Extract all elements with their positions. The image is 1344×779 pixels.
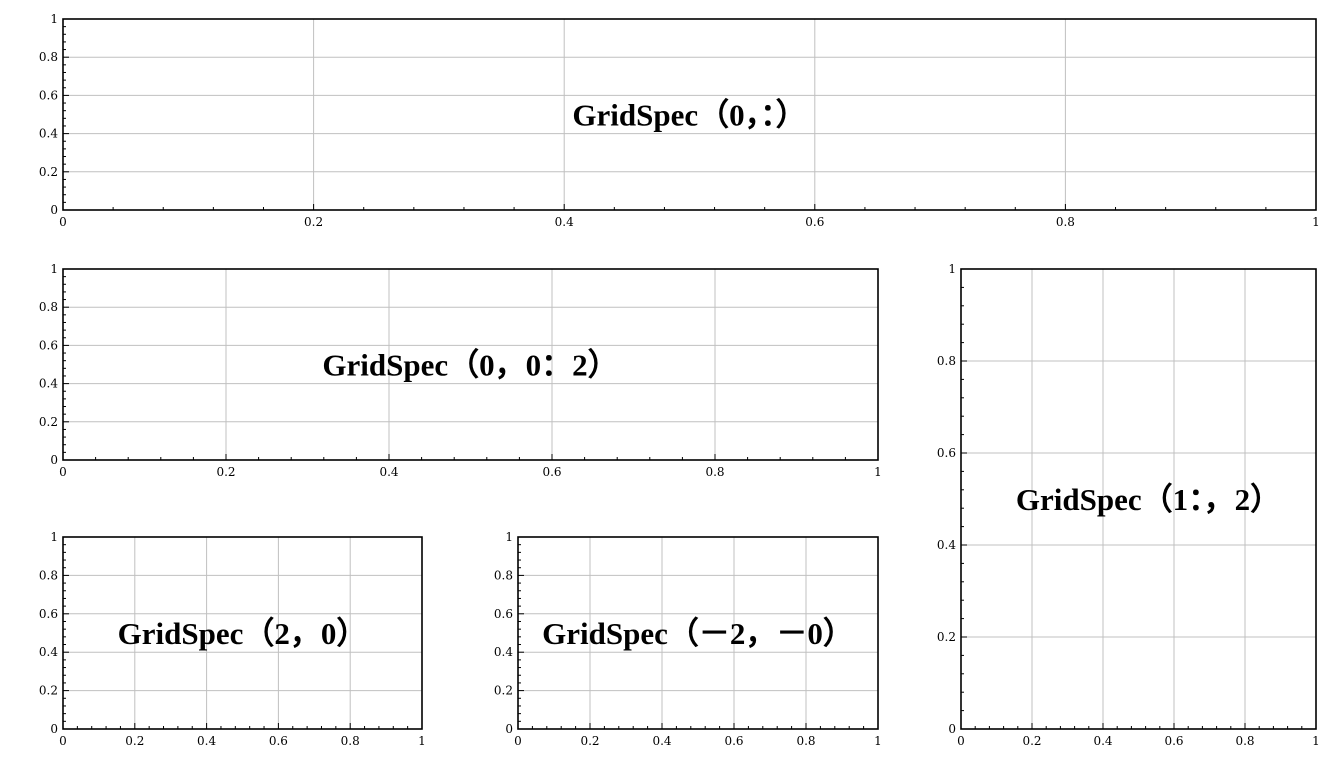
- x-tick-label: 0.6: [542, 465, 561, 479]
- x-tick-label: 0.8: [796, 734, 815, 748]
- x-tick-label: 1: [874, 465, 882, 479]
- y-tick-label: 0.8: [494, 568, 513, 582]
- x-tick-label: 0.2: [580, 734, 599, 748]
- y-tick-label: 1: [948, 262, 956, 276]
- y-tick-label: 0: [50, 203, 58, 217]
- x-tick-label: 0.4: [652, 734, 671, 748]
- x-tick-label: 0.4: [379, 465, 398, 479]
- y-tick-label: 0.8: [39, 300, 58, 314]
- y-tick-label: 0.4: [494, 645, 513, 659]
- y-tick-label: 0: [948, 722, 956, 736]
- x-tick-label: 0: [59, 734, 67, 748]
- x-tick-label: 0.4: [555, 215, 574, 229]
- x-tick-label: 0.4: [197, 734, 216, 748]
- axes-ax-row0: 0 0.2 0.4 0.6 0.8 1 0 0.2 0.4 0.6 0.8 1 GridSpec（0，：…: [39, 12, 1320, 229]
- axes-frame: [62, 536, 423, 730]
- axes-ax-row1-left: 0 0.2 0.4 0.6 0.8 1 0 0.2 0.4 0.6 0.8 1 GridSpec（0，0…: [39, 262, 882, 479]
- y-tick-label: 0.6: [39, 607, 58, 621]
- y-tick-label: 0.6: [39, 338, 58, 352]
- y-tick-label: 0.6: [937, 446, 956, 460]
- x-tick-label: 0: [59, 465, 67, 479]
- x-tick-label: 0.8: [1056, 215, 1075, 229]
- y-tick-label: 1: [50, 12, 58, 26]
- panel-annotation: GridSpec（2，0）: [118, 616, 368, 651]
- x-tick-label: 0.6: [724, 734, 743, 748]
- panel-annotation: GridSpec（1：，2）: [1016, 482, 1281, 517]
- axes-frame: [960, 268, 1317, 730]
- panel-annotation: GridSpec（0，0：2）: [322, 348, 618, 383]
- axes-ax-bottom-middle: 0 0.2 0.4 0.6 0.8 1 0 0.2 0.4 0.6 0.8 1 GridSpec（－2，…: [494, 530, 882, 748]
- y-tick-label: 1: [50, 530, 58, 544]
- x-tick-label: 0.6: [1164, 734, 1183, 748]
- y-tick-label: 0: [50, 722, 58, 736]
- y-tick-label: 0.2: [937, 630, 956, 644]
- y-tick-label: 1: [505, 530, 513, 544]
- y-tick-label: 0.4: [937, 538, 956, 552]
- y-tick-label: 0.4: [39, 645, 58, 659]
- x-tick-label: 0.6: [269, 734, 288, 748]
- y-tick-label: 0.2: [39, 415, 58, 429]
- y-tick-label: 0.6: [39, 88, 58, 102]
- y-tick-label: 0.4: [39, 377, 58, 391]
- x-tick-label: 0.8: [705, 465, 724, 479]
- axes-ax-right-tall: 0 0.2 0.4 0.6 0.8 1 0 0.2 0.4 0.6 0.8 1 GridSpec（1：，…: [937, 262, 1320, 748]
- x-tick-label: 0.4: [1093, 734, 1112, 748]
- x-tick-label: 0: [957, 734, 965, 748]
- y-tick-label: 0: [50, 453, 58, 467]
- x-tick-label: 0.2: [304, 215, 323, 229]
- axes-frame: [517, 536, 879, 730]
- y-tick-label: 0.4: [39, 127, 58, 141]
- y-tick-label: 0.8: [39, 568, 58, 582]
- x-tick-label: 1: [874, 734, 882, 748]
- y-tick-label: 0.2: [39, 165, 58, 179]
- y-tick-label: 0.8: [937, 354, 956, 368]
- x-tick-label: 0.2: [125, 734, 144, 748]
- x-tick-label: 0: [514, 734, 522, 748]
- axes-ax-bottom-left: 0 0.2 0.4 0.6 0.8 1 0 0.2 0.4 0.6 0.8 1 GridSpec（2，0…: [39, 530, 426, 748]
- y-tick-label: 0.8: [39, 50, 58, 64]
- panel-annotation: GridSpec（0，：）: [572, 98, 806, 133]
- y-tick-label: 0.2: [494, 684, 513, 698]
- x-tick-label: 0.8: [1235, 734, 1254, 748]
- panel-annotation: GridSpec（－2，－0）: [542, 616, 854, 651]
- x-tick-label: 0.2: [216, 465, 235, 479]
- x-tick-label: 1: [1312, 215, 1320, 229]
- axes-frame: [62, 268, 879, 461]
- x-tick-label: 1: [418, 734, 426, 748]
- x-tick-label: 0.2: [1022, 734, 1041, 748]
- x-tick-label: 0.6: [805, 215, 824, 229]
- y-tick-label: 0: [505, 722, 513, 736]
- y-tick-label: 0.6: [494, 607, 513, 621]
- x-tick-label: 1: [1312, 734, 1320, 748]
- y-tick-label: 1: [50, 262, 58, 276]
- x-tick-label: 0: [59, 215, 67, 229]
- y-tick-label: 0.2: [39, 684, 58, 698]
- x-tick-label: 0.8: [341, 734, 360, 748]
- axes-frame: [62, 18, 1317, 211]
